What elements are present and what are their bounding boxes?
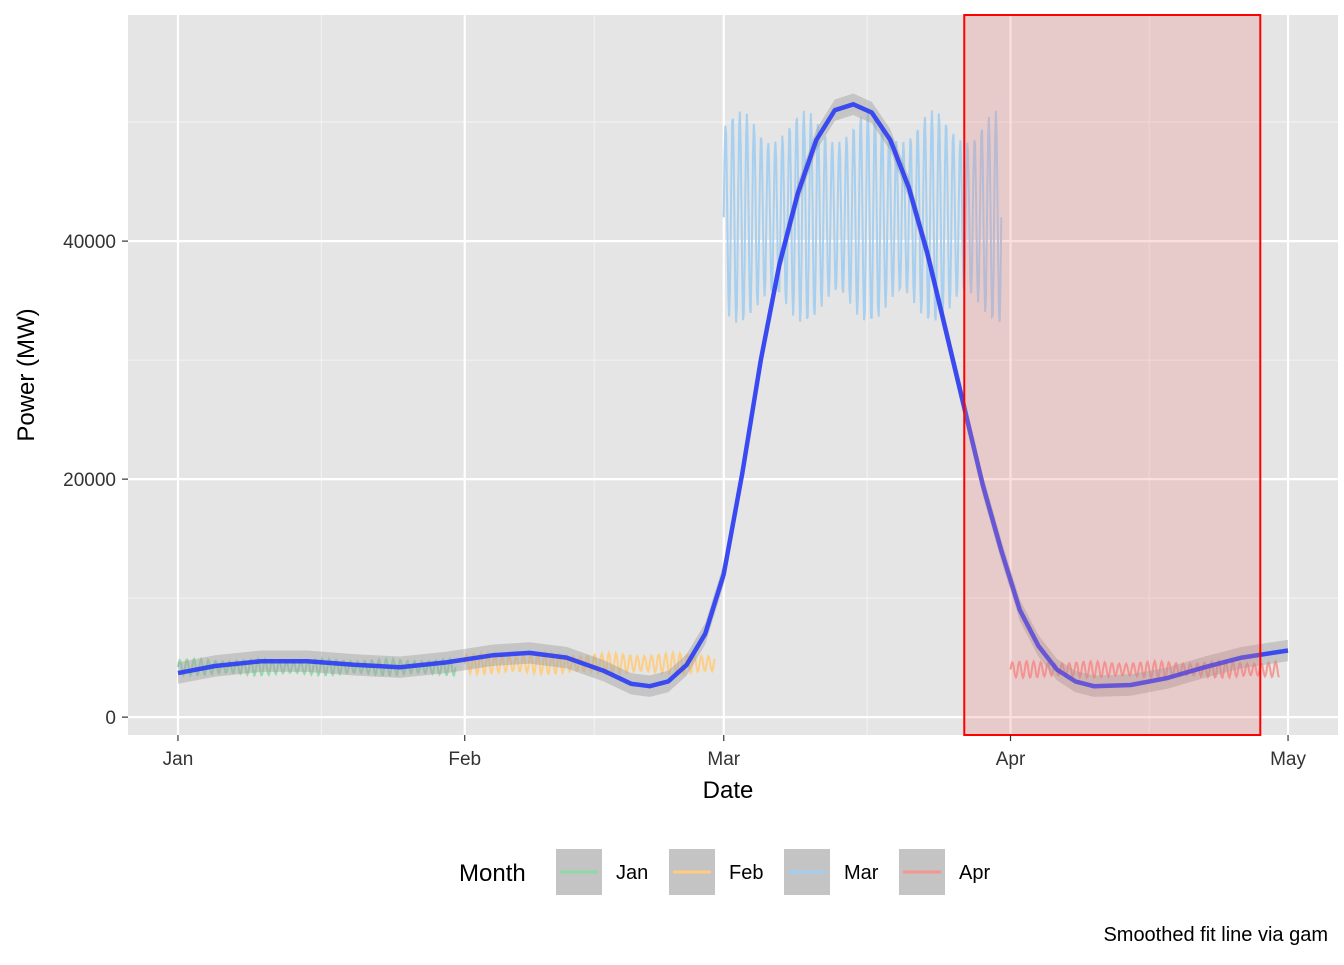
y-axis-title: Power (MW) [13, 308, 40, 441]
smooth-fit-line [177, 102, 1289, 689]
axes-layer: 0 20000 40000 Jan Feb Mar Apr May [63, 232, 1306, 770]
y-tick-label: 0 [105, 708, 116, 729]
x-axis-title: Date [703, 777, 754, 804]
caption: Smoothed fit line via gam [1103, 924, 1328, 946]
legend: Month Jan Feb Mar Apr [459, 849, 990, 895]
x-tick-label: Mar [707, 749, 740, 770]
legend-label-jan: Jan [616, 862, 648, 884]
legend-label-feb: Feb [729, 862, 763, 884]
x-tick-label: Feb [448, 749, 481, 770]
smooth-fit-layer [177, 93, 1289, 697]
highlight-rectangle [963, 14, 1262, 736]
x-tick-label: May [1270, 749, 1306, 770]
y-tick-label: 40000 [63, 232, 116, 253]
series-line-mar [722, 110, 1003, 323]
x-tick-label: Jan [163, 749, 194, 770]
legend-title: Month [459, 860, 526, 887]
x-tick-label: Apr [996, 749, 1026, 770]
legend-label-mar: Mar [844, 862, 879, 884]
highlight-layer [963, 14, 1262, 736]
legend-label-apr: Apr [959, 862, 990, 884]
major-gridlines [128, 15, 1338, 735]
y-tick-label: 20000 [63, 470, 116, 491]
